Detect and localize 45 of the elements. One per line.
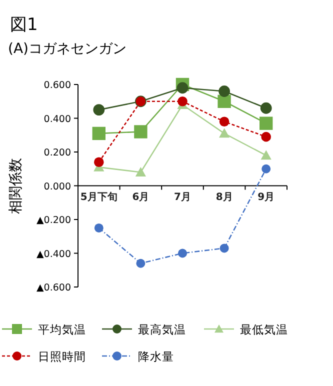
point [218,94,231,108]
y-tick-label: 0.200 [44,148,71,158]
point [219,116,230,127]
y-tick-label: ▲0.200 [36,215,71,226]
legend-label: 降水量 [138,350,174,364]
y-tick-label: ▲0.600 [36,282,71,294]
point [136,258,146,268]
point [261,132,271,142]
point [218,86,230,97]
point [94,157,104,168]
legend-item: 最低気温 [204,322,288,336]
subtitle: (A)コガネセンガン [8,41,127,57]
legend-item: 降水量 [102,350,174,364]
point [260,116,273,130]
point [92,126,106,140]
title: 図1 [10,15,38,35]
legend-item: 平均気温 [2,322,86,336]
y-tick-label: 0.000 [44,181,71,192]
point [135,166,146,176]
legend-label: 平均気温 [38,322,86,336]
legend-item: 日照時間 [2,350,86,364]
point [260,150,272,160]
point [176,82,188,94]
point [220,244,229,253]
legend-label: 最高気温 [138,322,186,336]
x-tick-label: 7月 [174,192,191,203]
point [262,164,271,174]
x-tick-label: 6月 [132,192,150,203]
point [93,104,105,116]
point [94,223,104,232]
x-tick-label: 9月 [258,192,275,203]
point [178,96,188,106]
y-tick-label: 0.600 [44,80,71,91]
legend-item: 最高気温 [102,322,186,336]
point [178,248,187,258]
legend-label: 最低気温 [240,322,288,336]
point [134,125,148,138]
point [260,102,272,114]
point [219,128,230,138]
legend-label: 日照時間 [38,350,86,364]
y-tick-label: 0.400 [44,114,71,125]
y-tick-label: ▲0.400 [36,248,71,260]
x-tick-label: 5月下旬 [80,190,118,203]
y-axis-title: 相関係数 [8,158,24,214]
x-tick-label: 8月 [216,192,233,203]
